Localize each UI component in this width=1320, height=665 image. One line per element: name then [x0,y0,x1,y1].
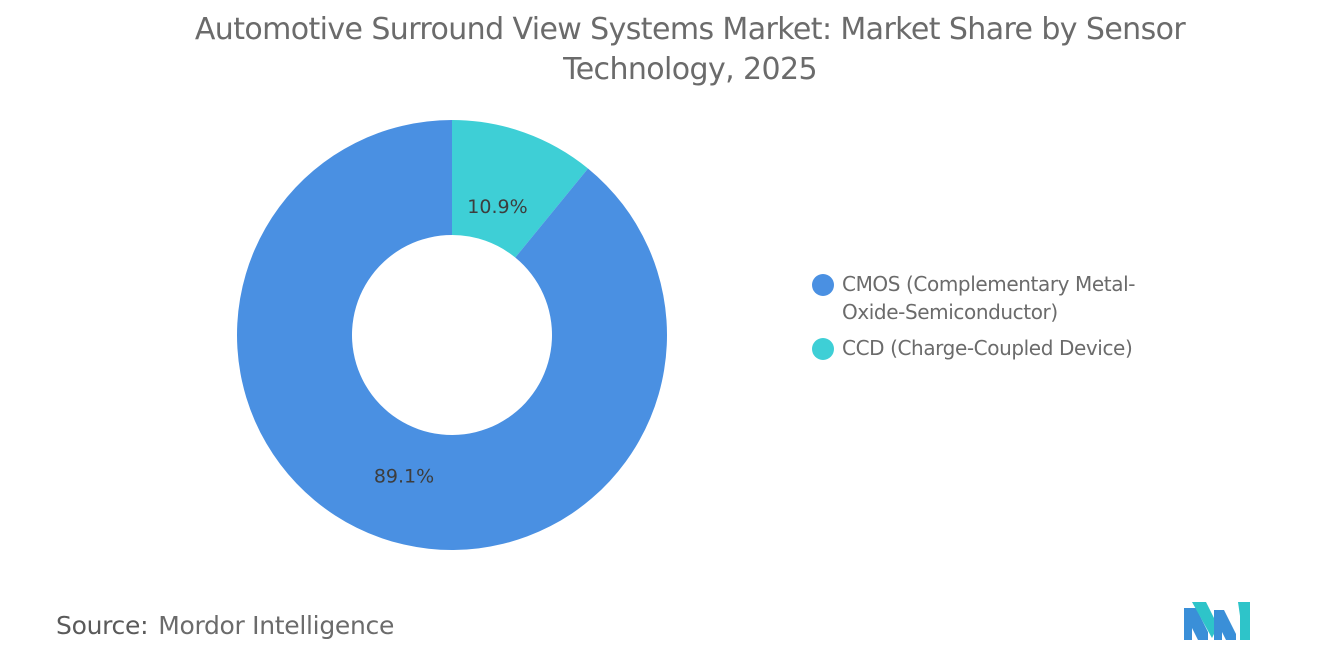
chart-title: Automotive Surround View Systems Market:… [194,12,1186,87]
mordor-intelligence-logo-icon [1184,602,1250,640]
value-label-cmos: 89.1% [374,466,434,488]
source-note: Source: Mordor Intelligence [56,611,394,640]
legend-label-ccd: CCD (Charge-Coupled Device) [842,336,1133,360]
legend-item-cmos[interactable]: CMOS (Complementary Metal-Oxide-Semicond… [812,270,1192,326]
legend-item-ccd[interactable]: CCD (Charge-Coupled Device) [812,334,1192,362]
legend-label-cmos: CMOS (Complementary Metal-Oxide-Semicond… [842,272,1136,324]
slice-cmos[interactable] [236,120,667,550]
legend-swatch-ccd [812,338,834,360]
slice-ccd[interactable] [452,120,589,258]
source-label: Source: [56,611,149,640]
donut-slices [236,120,667,550]
chart-legend: CMOS (Complementary Metal-Oxide-Semicond… [812,270,1192,370]
value-label-ccd: 10.9% [467,196,527,218]
source-value: Mordor Intelligence [158,611,395,640]
legend-swatch-cmos [812,274,834,296]
donut-value-labels: 10.9% 89.1% [374,196,528,488]
